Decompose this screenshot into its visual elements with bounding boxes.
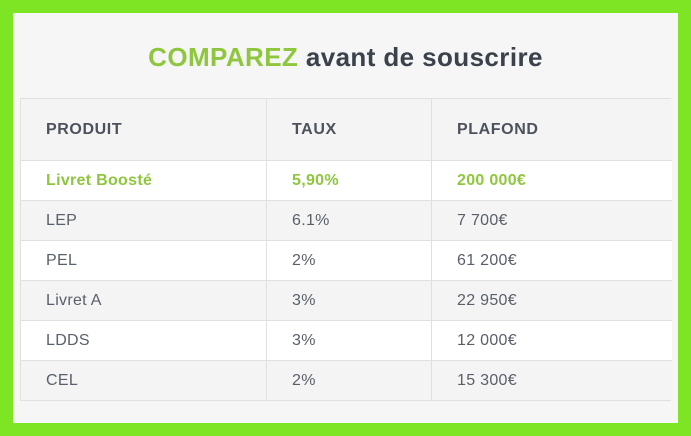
cell-taux-ldds: 3%	[266, 320, 431, 360]
content-panel: COMPAREZ avant de souscrire PRODUIT TAUX…	[13, 13, 678, 423]
cell-taux-livret-a: 3%	[266, 280, 431, 320]
page-title-rest: avant de souscrire	[305, 42, 543, 72]
cell-plafond-livret-booste: 200 000€	[431, 160, 672, 200]
cell-taux-cel: 2%	[266, 360, 431, 400]
column-header-taux: TAUX	[266, 99, 431, 160]
cell-produit-cel: CEL	[21, 360, 266, 400]
column-header-produit: PRODUIT	[21, 99, 266, 160]
cell-produit-ldds: LDDS	[21, 320, 266, 360]
cell-taux-livret-booste: 5,90%	[266, 160, 431, 200]
cell-taux-pel: 2%	[266, 240, 431, 280]
cell-produit-pel: PEL	[21, 240, 266, 280]
cell-produit-lep: LEP	[21, 200, 266, 240]
cell-plafond-pel: 61 200€	[431, 240, 672, 280]
column-header-plafond: PLAFOND	[431, 99, 672, 160]
cell-plafond-ldds: 12 000€	[431, 320, 672, 360]
cell-plafond-livret-a: 22 950€	[431, 280, 672, 320]
comparison-table: PRODUIT TAUX PLAFOND Livret Boosté 5,90%…	[20, 98, 672, 401]
cell-taux-lep: 6.1%	[266, 200, 431, 240]
cell-plafond-lep: 7 700€	[431, 200, 672, 240]
page-title: COMPAREZ avant de souscrire	[13, 41, 678, 73]
cell-produit-livret-booste: Livret Boosté	[21, 160, 266, 200]
page-title-accent: COMPAREZ	[148, 42, 299, 72]
cell-plafond-cel: 15 300€	[431, 360, 672, 400]
cell-produit-livret-a: Livret A	[21, 280, 266, 320]
